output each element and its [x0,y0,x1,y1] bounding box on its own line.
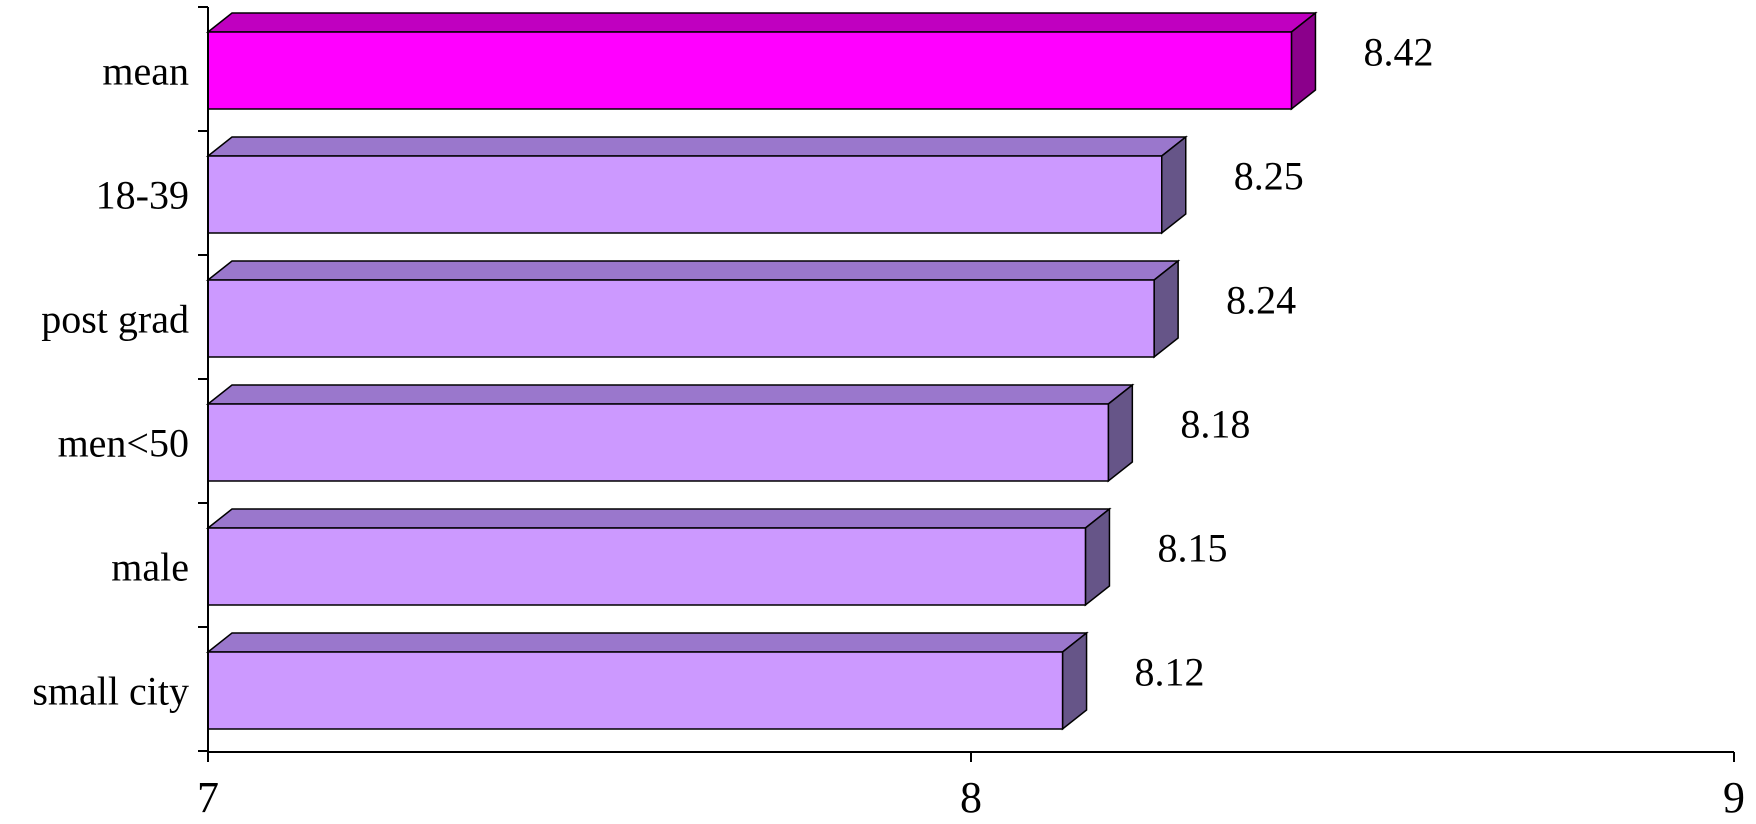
value-label: 8.12 [1135,650,1205,695]
bar-mean [205,11,1318,111]
x-tick-label: 7 [197,773,219,822]
category-label: post grad [41,297,189,342]
value-label: 8.25 [1234,154,1304,199]
category-label: 18-39 [96,173,189,218]
bar-men-50 [205,383,1135,483]
bar-post-grad [205,259,1181,359]
x-tick-label: 8 [960,773,982,822]
value-label: 8.42 [1363,30,1433,75]
bar-top-face [205,12,1318,33]
bar-top-face [205,260,1181,281]
value-label: 8.18 [1180,402,1250,447]
bar-small-city [205,631,1089,731]
bar-front-face [207,403,1110,482]
bar-top-face [205,508,1112,529]
x-tick-label: 9 [1723,773,1745,822]
value-label: 8.24 [1226,278,1296,323]
bar-18-39 [205,135,1188,235]
bar-front-face [207,31,1293,110]
labels-layer: mean 8.42 18-39 8.25 post grad 8.24 men<50 8.18… [32,30,1745,823]
category-label: small city [32,669,189,714]
bar-top-face [205,632,1089,653]
bar-top-face [205,136,1188,157]
bar-top-face [205,384,1135,405]
category-label: male [111,545,189,590]
bars-layer [205,11,1318,731]
bar-male [205,507,1112,607]
value-label: 8.15 [1157,526,1227,571]
bar-front-face [207,527,1087,606]
bar-front-face [207,155,1163,234]
bar-front-face [207,279,1155,358]
category-label: men<50 [58,421,189,466]
bar-front-face [207,651,1064,730]
axes-layer [198,6,1735,762]
category-label: mean [102,49,189,94]
